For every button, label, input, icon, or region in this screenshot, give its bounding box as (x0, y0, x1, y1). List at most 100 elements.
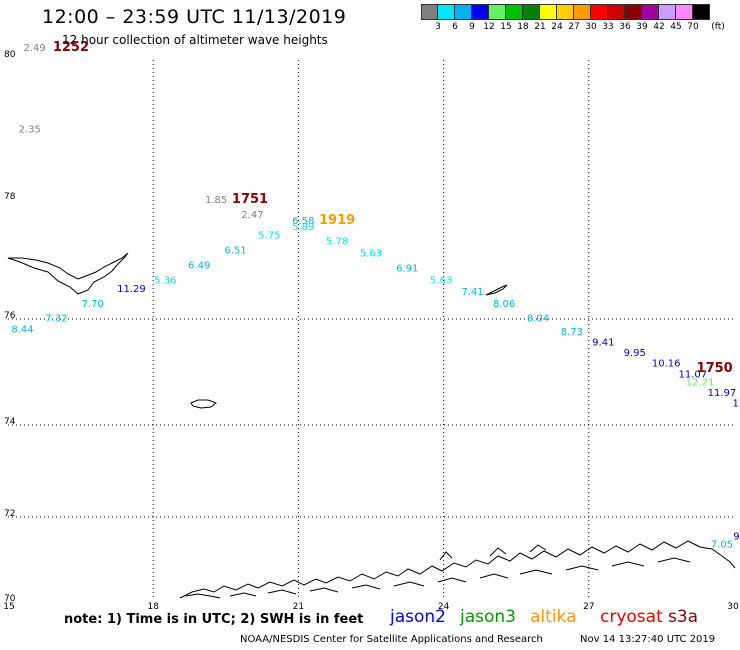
color-scale-label: 9 (469, 22, 475, 32)
color-swatch (557, 4, 574, 20)
x-tick-label: 18 (147, 602, 159, 612)
satellite-legend-jason3: jason3 (460, 607, 516, 627)
color-scale-label: 30 (585, 22, 597, 32)
wave-height-value: 6.58 (292, 216, 314, 227)
wave-height-value: 11.29 (117, 284, 146, 295)
wave-height-value: 11.97 (708, 388, 737, 399)
norway-islands (185, 544, 691, 599)
color-scale-label: 42 (653, 22, 665, 32)
wave-height-value: 7.70 (82, 299, 104, 310)
wave-height-value: 7.32 (45, 314, 67, 325)
wave-height-value: 8.44 (11, 324, 33, 335)
wave-height-value: 9.95 (624, 348, 646, 359)
footer-timestamp: Nov 14 13:27:40 UTC 2019 (580, 634, 716, 645)
pass-time-label: 1750 (697, 361, 733, 376)
wave-height-value: 5.63 (360, 249, 382, 260)
color-swatch (608, 4, 625, 20)
y-tick-label: 78 (4, 192, 16, 202)
color-scale-label: 45 (670, 22, 682, 32)
wave-height-value: 7.05 (711, 539, 733, 550)
pass-time-label: 1252 (53, 40, 89, 55)
color-swatch (625, 4, 642, 20)
color-scale-label: 33 (602, 22, 614, 32)
color-swatch (676, 4, 693, 20)
color-scale-unit: (ft) (711, 22, 725, 32)
wave-height-value: 2.35 (19, 125, 41, 136)
color-scale-label: 15 (500, 22, 512, 32)
norway-coast (179, 540, 736, 599)
x-tick-label: 15 (3, 602, 14, 612)
x-tick-label: 27 (583, 602, 594, 612)
color-swatch (489, 4, 506, 20)
color-swatch (472, 4, 489, 20)
color-scale-label: 18 (517, 22, 529, 32)
wave-height-value: 8.04 (527, 314, 549, 325)
wave-height-value: 6.51 (224, 246, 246, 257)
wave-height-value: 5.78 (326, 237, 348, 248)
satellite-legend-cryosat: cryosat (600, 607, 663, 627)
color-swatch (506, 4, 523, 20)
wave-height-value: 9 (733, 531, 739, 542)
pass-time-label: 1919 (319, 213, 355, 228)
wave-height-value: 2.49 (23, 43, 45, 54)
pass-time-labels: 1252 1751 1919 1750 (53, 40, 733, 376)
color-swatch (540, 4, 557, 20)
color-swatch (523, 4, 540, 20)
bear-island (190, 399, 217, 409)
color-swatch (693, 4, 710, 20)
wave-height-value: 5.63 (430, 275, 452, 286)
color-swatch (659, 4, 676, 20)
satellite-legend-s3a: s3a (668, 607, 699, 627)
color-scale-label: 12 (483, 22, 495, 32)
y-tick-label: 80 (4, 50, 16, 60)
wave-height-value: 8.73 (561, 327, 583, 338)
hopen-island (485, 284, 508, 296)
wave-height-value: 2.47 (241, 210, 263, 221)
wave-height-value: 7.41 (462, 287, 484, 298)
color-scale-label: 27 (568, 22, 580, 32)
x-tick-label: 30 (727, 602, 739, 612)
x-tick-label: 21 (293, 602, 304, 612)
color-swatch (455, 4, 472, 20)
wave-height-value: 6.49 (188, 260, 210, 271)
axis-labels: 15 18 21 24 27 30 70 72 74 76 78 80 (3, 50, 739, 612)
wave-height-value: 11 (732, 398, 740, 409)
color-swatch (421, 4, 438, 20)
svalbard-coast (7, 252, 129, 295)
color-scale-label: 21 (534, 22, 546, 32)
wave-height-value: 8.06 (493, 299, 515, 310)
y-tick-label: 72 (4, 509, 15, 519)
color-scale-labels: 3 6 9 12 15 18 21 24 27 30 33 36 39 42 45 70 (ft) (421, 22, 740, 34)
coastline (7, 252, 736, 599)
color-scale-label: 39 (636, 22, 648, 32)
color-scale-label: 6 (452, 22, 458, 32)
footer-note: note: 1) Time is in UTC; 2) SWH is in fe… (64, 612, 364, 627)
page-title: 12:00 – 23:59 UTC 11/13/2019 (42, 6, 347, 28)
y-tick-label: 70 (4, 594, 16, 604)
wave-height-points: 2.49 2.35 1.85 2.47 6.585.89 5.78 5.75 6.51 5.63… (11, 43, 740, 550)
color-scale-label: 3 (435, 22, 441, 32)
pass-time-label: 1751 (232, 192, 268, 207)
footer-credit: NOAA/NESDIS Center for Satellite Applica… (240, 634, 543, 645)
satellite-legend-altika: altika (530, 607, 577, 627)
color-scale-label: 36 (619, 22, 631, 32)
wave-height-value: 6.91 (396, 263, 418, 274)
color-scale-label: 24 (551, 22, 563, 32)
color-swatch (438, 4, 455, 20)
y-tick-label: 76 (4, 311, 16, 321)
wave-height-value: 5.75 (258, 231, 280, 242)
wave-height-value: 11.07 (679, 369, 708, 380)
wave-height-value: 12.21 (686, 377, 715, 388)
color-swatch (591, 4, 608, 20)
y-tick-label: 74 (4, 417, 16, 427)
color-scale-label: 70 (687, 22, 699, 32)
satellite-legend-jason2: jason2 (390, 607, 446, 627)
wave-height-value: 5.36 (154, 275, 176, 286)
x-tick-label: 24 (438, 602, 450, 612)
wave-height-value: 9.41 (592, 338, 614, 349)
color-scale (421, 4, 710, 20)
wave-height-value: 5.89 (292, 222, 314, 233)
color-swatch (642, 4, 659, 20)
page-subtitle: 12 hour collection of altimeter wave hei… (62, 33, 328, 47)
